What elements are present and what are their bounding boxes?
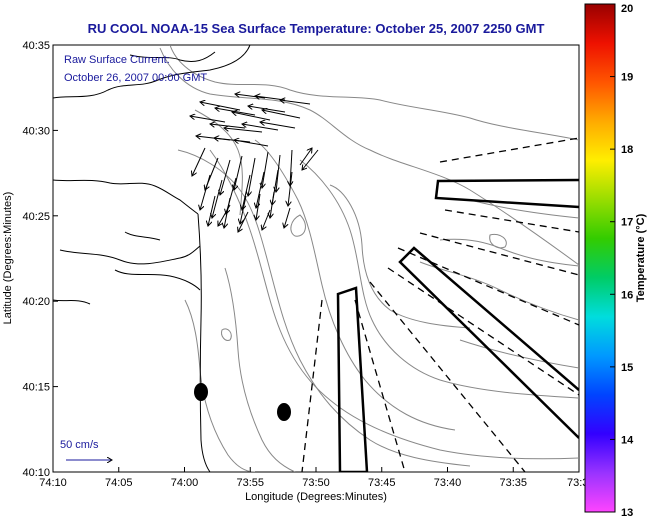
annotation-line-1: Raw Surface Current:	[64, 54, 170, 66]
colorbar-tick-label: 15	[621, 362, 633, 374]
x-tick-label: 73:45	[368, 477, 396, 489]
colorbar-tick-label: 18	[621, 144, 633, 156]
coastline	[53, 45, 251, 472]
colorbar	[584, 3, 616, 513]
bathymetry-contours	[159, 45, 579, 472]
colorbar-tick-label: 19	[621, 72, 633, 84]
y-axis-ticks: 40:35 40:30 40:25 40:20 40:15 40:10	[22, 40, 58, 479]
scale-label: 50 cm/s	[60, 439, 99, 451]
colorbar-tick-label: 17	[621, 217, 633, 229]
y-tick-label: 40:30	[22, 125, 50, 137]
marker-dot	[277, 403, 291, 421]
colorbar-ticks: 20 19 18 17 16 15 14 13	[610, 3, 634, 518]
x-tick-label: 74:00	[171, 477, 199, 489]
y-axis-label: Latitude (Degrees:Minutes)	[2, 192, 14, 325]
y-tick-label: 40:35	[22, 40, 50, 52]
dashed-lines	[301, 137, 579, 472]
structures	[336, 178, 579, 472]
x-tick-label: 73:40	[434, 477, 462, 489]
x-axis-ticks: 74:10 74:05 74:00 73:55 73:50 73:45 73:40 73:35…	[39, 467, 588, 489]
x-tick-label: 73:50	[302, 477, 330, 489]
x-tick-label: 73:55	[236, 477, 264, 489]
colorbar-label: Temperature (°C)	[635, 213, 647, 302]
x-tick-label: 74:10	[39, 477, 67, 489]
x-tick-label: 73:35	[499, 477, 527, 489]
y-tick-label: 40:20	[22, 296, 50, 308]
marker-dot	[194, 383, 208, 401]
y-tick-label: 40:15	[22, 382, 50, 394]
y-tick-label: 40:25	[22, 211, 50, 223]
colorbar-tick-label: 16	[621, 289, 633, 301]
x-tick-label: 74:05	[105, 477, 133, 489]
map-layer	[53, 45, 579, 472]
annotation-line-2: October 26, 2007 00:00 GMT	[64, 72, 207, 84]
figure-title: RU COOL NOAA-15 Sea Surface Temperature:…	[88, 21, 545, 36]
x-tick-label: 73:3	[567, 477, 588, 489]
colorbar-tick-label: 13	[621, 507, 633, 518]
colorbar-tick-label: 20	[621, 3, 633, 15]
colorbar-tick-label: 14	[621, 434, 634, 446]
x-axis-label: Longitude (Degrees:Minutes)	[245, 491, 387, 503]
current-vectors	[190, 94, 319, 232]
y-tick-label: 40:10	[22, 467, 50, 479]
